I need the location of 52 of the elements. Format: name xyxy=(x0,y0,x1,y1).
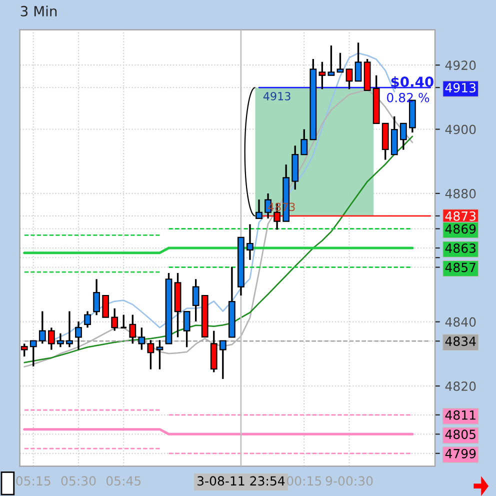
y-tick-label: 4834 xyxy=(445,336,476,346)
candlestick xyxy=(400,122,407,151)
candlestick xyxy=(147,339,154,370)
candlestick xyxy=(30,340,37,368)
x-tick-label: 05:45 xyxy=(106,476,141,486)
y-tick-label: 4913 xyxy=(445,83,476,92)
y-tick-label: 4799 xyxy=(445,448,476,458)
y-tick-label: 4873 xyxy=(445,211,476,221)
candlestick xyxy=(336,52,344,73)
annotation: $0.40 xyxy=(391,76,434,89)
candlestick xyxy=(93,278,100,316)
y-tick-label: 4805 xyxy=(445,430,476,440)
candlestick xyxy=(354,42,362,82)
line-series xyxy=(24,136,414,364)
candlestick xyxy=(38,310,46,344)
candlestick xyxy=(138,326,146,351)
y-tick-label: 4820 xyxy=(445,381,476,391)
candlestick xyxy=(192,278,200,322)
candlestick xyxy=(102,294,110,318)
y-tick-label: 4857 xyxy=(445,262,476,272)
candlestick xyxy=(120,314,128,328)
y-tick-label: 4880 xyxy=(445,188,476,198)
candlestick xyxy=(129,314,136,344)
x-tick-label: 05:15 xyxy=(16,476,50,486)
x-tick-label: 05:30 xyxy=(61,476,96,486)
y-tick-label: 4900 xyxy=(445,124,476,134)
candlestick xyxy=(219,340,226,380)
y-tick-label: 4840 xyxy=(445,317,476,327)
x-tick-label: 9-00:30 xyxy=(326,476,373,486)
candlestick xyxy=(20,342,28,358)
candlestick xyxy=(111,308,118,332)
candlestick xyxy=(75,320,82,351)
candlestick xyxy=(328,44,335,76)
candlestick xyxy=(318,61,326,90)
candlestick xyxy=(66,310,73,348)
annotation: 4913 xyxy=(263,92,290,100)
candlestick xyxy=(183,310,190,348)
candlestick xyxy=(346,68,353,90)
candlestick xyxy=(300,128,308,156)
candlestick xyxy=(156,339,164,370)
candlestick xyxy=(48,326,55,351)
x-tick-label: 00:15 xyxy=(286,476,322,486)
chart-title: 3 Min xyxy=(20,6,57,16)
y-tick-label: 4869 xyxy=(445,224,476,234)
y-tick-label: 4811 xyxy=(445,410,476,420)
x-tick-label: 3-08-11 23:54 xyxy=(198,476,285,486)
candlestick xyxy=(246,223,254,261)
candlestick xyxy=(84,310,91,328)
y-tick-label: 4863 xyxy=(445,243,476,253)
annotation: 0.82 % xyxy=(386,92,430,102)
candlestick xyxy=(57,332,64,348)
y-tick-label: 4920 xyxy=(445,60,476,70)
